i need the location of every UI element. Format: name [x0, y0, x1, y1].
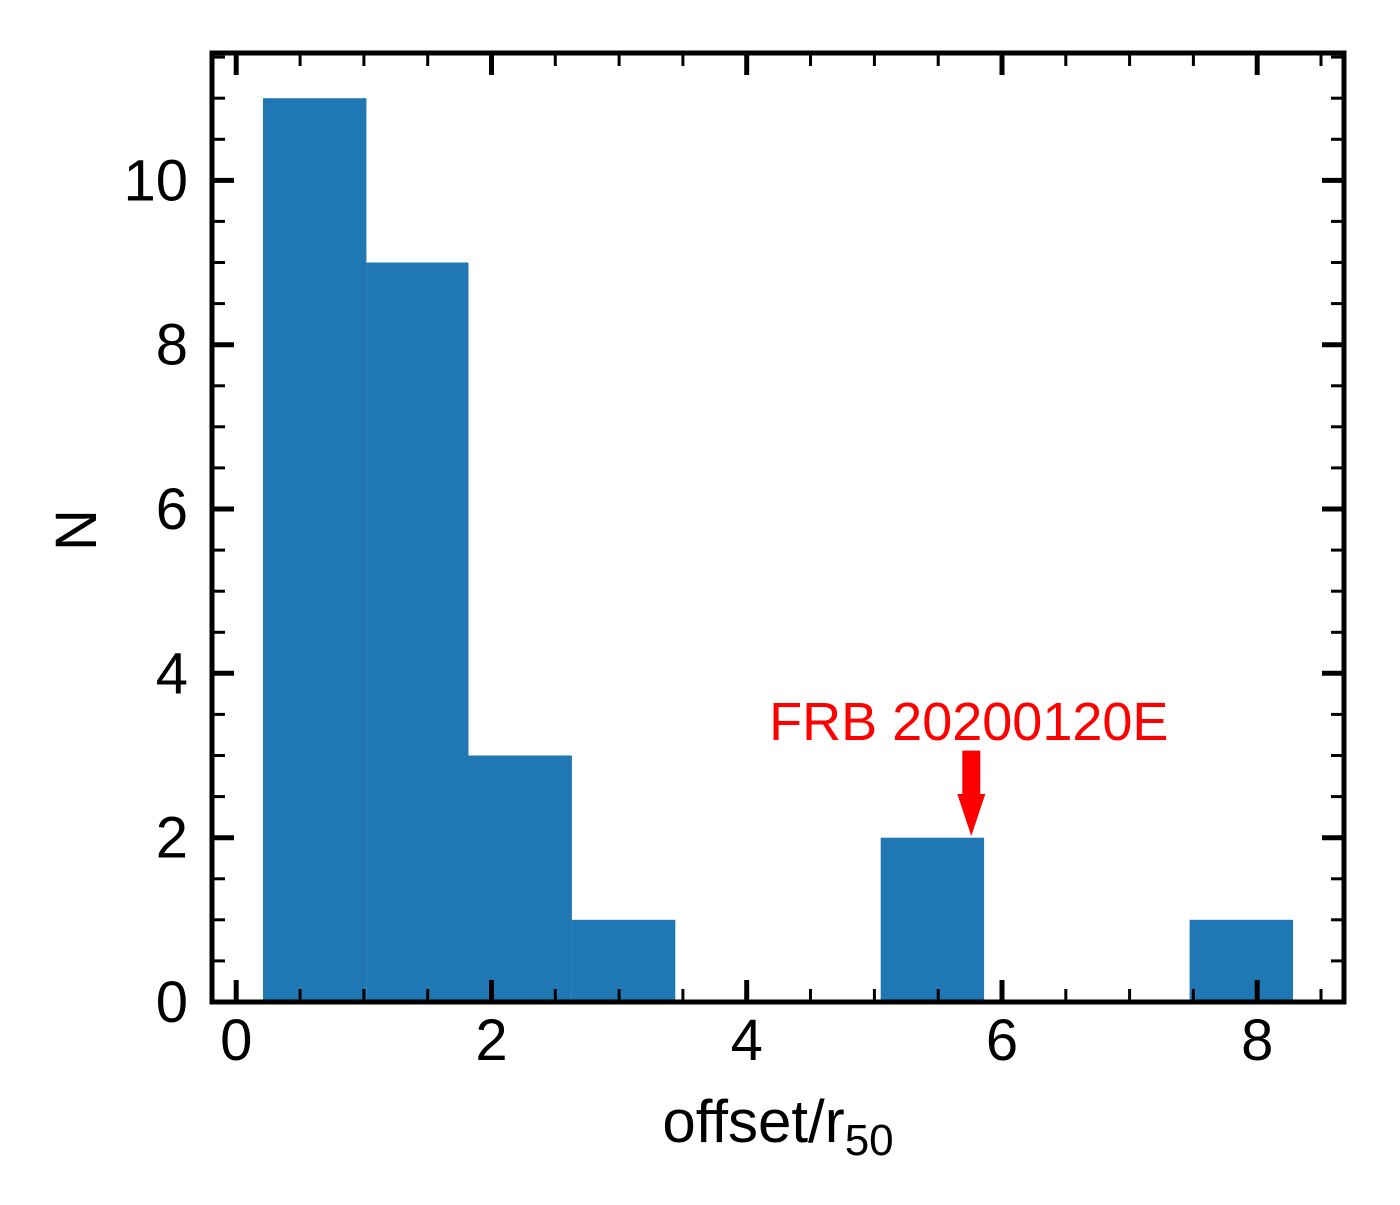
bars-layer	[263, 98, 1293, 1002]
histogram-bar	[366, 262, 469, 1002]
x-axis-label-main: offset/r	[662, 1088, 844, 1155]
x-tick-label: 2	[475, 1008, 507, 1073]
x-tick-label: 0	[220, 1008, 252, 1073]
x-tick-label: 6	[986, 1008, 1018, 1073]
y-tick-label: 0	[156, 970, 188, 1035]
plot-frame	[209, 50, 1347, 1005]
y-tick-label: 4	[156, 641, 188, 706]
y-tick-label: 8	[156, 313, 188, 378]
histogram-bar	[571, 919, 676, 1002]
x-tick-label: 4	[731, 1008, 763, 1073]
histogram-bar	[880, 837, 985, 1002]
histogram-bar	[263, 98, 367, 1002]
annotation-layer	[957, 750, 986, 836]
y-axis-label: N	[44, 509, 109, 551]
annotation-text: FRB 20200120E	[769, 692, 1168, 752]
annotation-arrow	[957, 750, 986, 836]
tick-labels-layer: 0 2 4 6 8 0 2 4 6 8 10	[123, 148, 1273, 1073]
histogram-bar	[1189, 919, 1293, 1002]
x-axis-label-subscript: 50	[845, 1116, 894, 1165]
x-axis-label: offset/r50	[662, 1088, 893, 1165]
y-tick-label: 10	[123, 148, 188, 213]
y-tick-label: 6	[156, 477, 188, 542]
histogram-bar	[468, 755, 572, 1002]
y-tick-label: 2	[156, 806, 188, 871]
x-tick-label: 8	[1241, 1008, 1273, 1073]
